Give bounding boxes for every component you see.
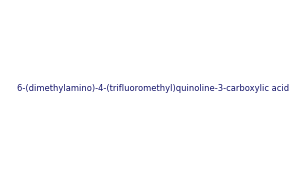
Text: 6-(dimethylamino)-4-(trifluoromethyl)quinoline-3-carboxylic acid: 6-(dimethylamino)-4-(trifluoromethyl)qui…: [17, 84, 289, 93]
